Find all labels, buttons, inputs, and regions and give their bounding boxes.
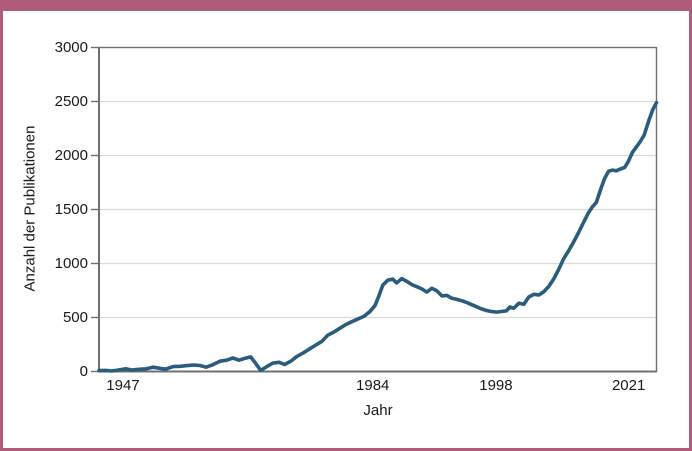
publications-line xyxy=(97,100,659,373)
x-tick-label: 1984 xyxy=(356,377,390,394)
y-tick-label: 2500 xyxy=(54,92,88,110)
y-tick-label: 1000 xyxy=(54,254,88,272)
x-tick-label: 1998 xyxy=(479,377,513,394)
x-axis-title: Jahr xyxy=(363,402,393,419)
x-tick-label: 2021 xyxy=(611,377,646,394)
y-tick-label: 1500 xyxy=(54,200,88,218)
x-tick-label: 1947 xyxy=(106,377,140,394)
y-tick-label: 2000 xyxy=(54,146,88,164)
y-tick-label: 500 xyxy=(62,308,88,326)
y-tick-label: 3000 xyxy=(54,38,88,56)
y-tick-label: 0 xyxy=(79,362,88,380)
y-axis-title: Anzahl der Publikationen xyxy=(21,125,39,292)
